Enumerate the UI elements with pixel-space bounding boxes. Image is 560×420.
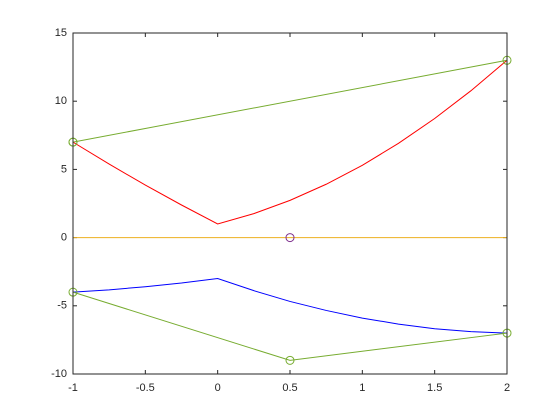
y-tick-label: 0 xyxy=(61,232,67,244)
series-line xyxy=(72,59,508,225)
x-tick-label: 1.5 xyxy=(427,382,442,394)
series-line xyxy=(72,278,508,334)
marker xyxy=(285,355,295,365)
y-tick-label: -5 xyxy=(57,300,67,312)
axes-box xyxy=(72,32,508,375)
y-tick-label: -10 xyxy=(51,368,67,380)
y-tick-label: 10 xyxy=(55,95,67,107)
x-tick-label: -1 xyxy=(68,382,78,394)
x-tick-label: 1 xyxy=(359,382,365,394)
marker xyxy=(285,233,295,243)
axes-background xyxy=(73,33,507,374)
x-tick-label: 0 xyxy=(215,382,221,394)
y-tick-label: 5 xyxy=(61,163,67,175)
y-tick-label: 15 xyxy=(55,27,67,39)
x-tick-label: 0.5 xyxy=(282,382,297,394)
x-tick-label: -0.5 xyxy=(136,382,155,394)
x-tick-label: 2 xyxy=(504,382,510,394)
